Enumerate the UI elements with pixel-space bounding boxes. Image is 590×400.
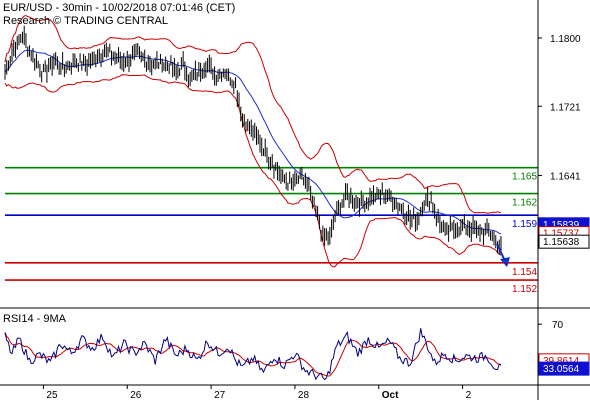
level-label: 1.1595 [512,219,543,230]
moving-average-line [4,49,502,235]
time-tick-label: Oct [382,390,399,400]
level-label: 1.162 [512,198,537,209]
price-tick-label: 1.1721 [550,102,581,113]
forecast-arrow-shaft [496,243,506,262]
rsi-tag-box [538,361,590,376]
time-tick-label: 26 [130,390,142,400]
price-tick-label: 1.1641 [550,171,581,182]
price-tag-label: 1.15737 [543,229,580,240]
rsi-ma-line [4,332,502,377]
price-tag-box [538,234,590,249]
rsi-tag-label: 33.0564 [543,364,580,375]
price-tag-label: 1.15638 [543,237,580,248]
time-tick-label: 25 [46,390,58,400]
bollinger-upper-line [4,15,502,214]
chart-title: EUR/USD - 30min - 10/02/2018 07:01:46 (C… [3,2,236,14]
level-label: 1.152 [512,284,537,295]
price-tick-label: 1.1800 [550,34,581,45]
rsi-tag-label: 39.8614 [543,356,580,367]
level-label: 1.165 [512,172,537,183]
forecast-arrow-head [500,257,510,268]
chart-subtitle: Research © TRADING CENTRAL [3,15,168,27]
time-tick-label: 28 [298,390,310,400]
level-label: 1.154 [512,267,537,278]
rsi-title: RSI14 - 9MA [3,313,66,325]
rsi-line [4,328,502,381]
time-tick-label: 27 [214,390,226,400]
time-tick-label: 2 [466,390,472,400]
bollinger-lower-line [4,74,502,268]
price-tag-label: 1.15839 [543,220,580,231]
rsi-tick-label: 70 [552,320,564,331]
